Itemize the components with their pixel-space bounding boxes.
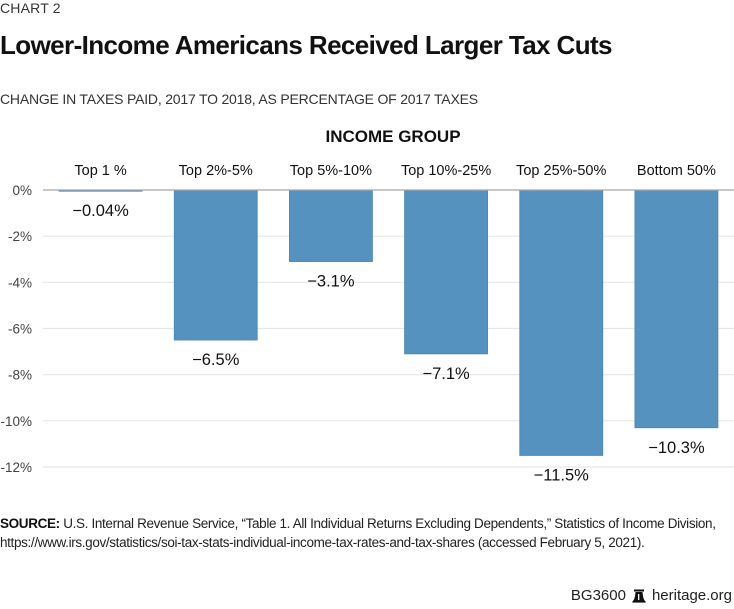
bar xyxy=(519,189,604,456)
x-tick-label: Top 25%-50% xyxy=(516,163,606,179)
x-tick-label: Top 1 % xyxy=(74,163,126,179)
bar xyxy=(173,189,258,341)
chart-number: CHART 2 xyxy=(0,0,61,16)
y-tick-label: -12% xyxy=(0,460,32,475)
x-tick-label: Top 5%-10% xyxy=(290,163,372,179)
data-label: −0.04% xyxy=(72,202,129,220)
data-label: −11.5% xyxy=(534,466,590,484)
liberty-bell-icon xyxy=(632,589,646,603)
footer-branding: BG3600 heritage.org xyxy=(571,587,732,604)
source-text: U.S. Internal Revenue Service, “Table 1.… xyxy=(59,516,716,531)
y-tick-label: 0% xyxy=(12,183,32,198)
data-label: −6.5% xyxy=(192,351,240,369)
x-axis-title: INCOME GROUP xyxy=(325,127,460,146)
source-label: SOURCE: xyxy=(0,516,60,531)
y-tick-label: -6% xyxy=(8,322,32,337)
source-url: https://www.irs.gov/statistics/soi-tax-s… xyxy=(0,535,645,550)
bar xyxy=(404,189,488,355)
report-id: BG3600 xyxy=(570,587,626,604)
site-name: heritage.org xyxy=(651,587,732,604)
y-tick-label: -4% xyxy=(8,275,32,290)
source-note: SOURCE: U.S. Internal Revenue Service, “… xyxy=(0,514,716,552)
x-tick-label: Bottom 50% xyxy=(637,163,716,179)
x-tick-label: Top 10%-25% xyxy=(401,163,491,179)
bar xyxy=(634,189,719,429)
data-label: −3.1% xyxy=(307,273,355,291)
y-tick-label: -2% xyxy=(8,229,32,244)
bar-chart: 0% -2% -4% -6% -8% -10% -12% Top 1 % −0.04% Top 2… xyxy=(0,127,734,484)
data-label: −7.1% xyxy=(422,365,470,383)
y-tick-label: -8% xyxy=(8,368,32,383)
bar xyxy=(289,189,373,262)
chart-title: Lower-Income Americans Received Larger T… xyxy=(0,30,613,60)
y-tick-label: -10% xyxy=(0,414,32,429)
x-tick-label: Top 2%-5% xyxy=(179,163,253,179)
data-label: −10.3% xyxy=(648,439,705,457)
chart-subtitle: CHANGE IN TAXES PAID, 2017 TO 2018, AS P… xyxy=(0,91,478,107)
